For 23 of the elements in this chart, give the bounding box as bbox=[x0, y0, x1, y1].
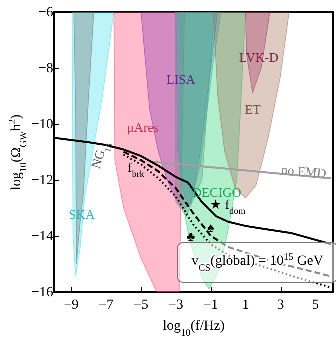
x-tick-label: −5 bbox=[134, 298, 149, 313]
y-tick-label: −14 bbox=[32, 230, 54, 244]
annotation: ♠ bbox=[207, 220, 214, 235]
y-tick-label: −16 bbox=[32, 286, 54, 300]
x-tick-label: −3 bbox=[168, 298, 184, 313]
x-tick-label: −1 bbox=[203, 298, 218, 313]
y-tick-label: −12 bbox=[32, 174, 54, 188]
y-tick-label: −8 bbox=[38, 62, 54, 76]
x-axis-title: log$_{10}$(f/Hz) bbox=[163, 319, 226, 338]
series-label: LVK-D bbox=[239, 50, 279, 65]
x-tick-label: −9 bbox=[64, 298, 79, 313]
y-tick-label: −10 bbox=[32, 118, 54, 132]
series-label: no EMD bbox=[280, 162, 328, 181]
annotation: ★ f$_{dom}$ bbox=[210, 197, 246, 216]
y-tick-label: −6 bbox=[38, 6, 54, 20]
x-tick-label: 3 bbox=[277, 298, 284, 313]
annotation: ♣ bbox=[186, 229, 196, 244]
annotation: v$_{CS}$(global) = 10$^{15}$ GeV bbox=[192, 252, 324, 274]
x-tick-label: 1 bbox=[242, 298, 250, 313]
x-tick-label: 5 bbox=[312, 298, 320, 313]
x-tick-label: −7 bbox=[98, 298, 114, 313]
series-label: ET bbox=[245, 102, 261, 117]
annotation: f$_{brk}$ bbox=[128, 160, 145, 179]
